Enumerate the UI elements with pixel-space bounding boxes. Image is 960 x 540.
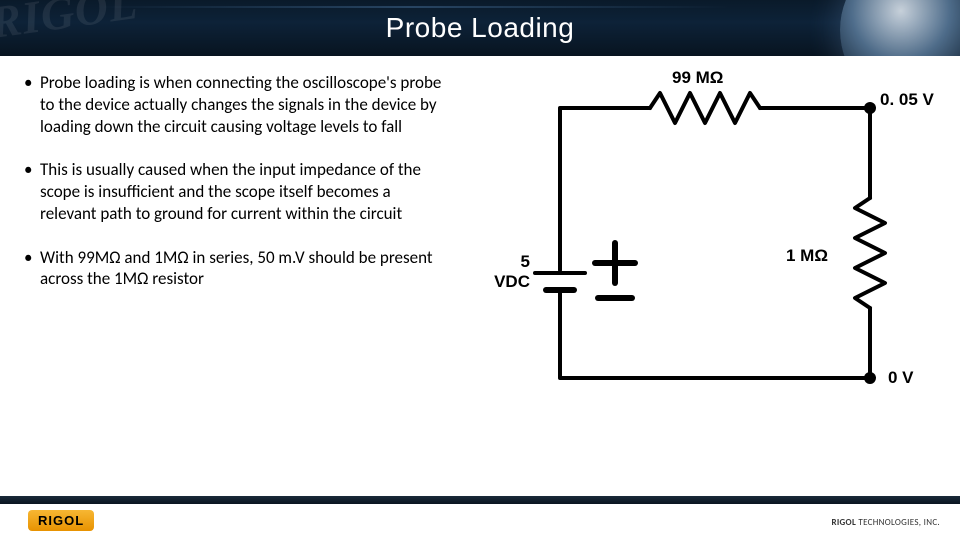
copyright: RIGOL TECHNOLOGIES, INC.: [831, 517, 940, 528]
bullet-text: This is usually caused when the input im…: [40, 159, 444, 224]
bullet-item: • Probe loading is when connecting the o…: [24, 72, 444, 137]
circuit-svg: [450, 68, 930, 408]
bullet-item: • With 99MΩ and 1MΩ in series, 50 m.V sh…: [24, 247, 444, 291]
label-v-bottom: 0 V: [888, 368, 914, 388]
header-accent-line: [96, 6, 730, 8]
bullet-marker: •: [24, 247, 40, 291]
bullet-marker: •: [24, 72, 40, 137]
bullet-list: • Probe loading is when connecting the o…: [24, 72, 444, 312]
label-v-top: 0. 05 V: [880, 90, 934, 110]
slide: RIGOL Probe Loading • Probe loading is w…: [0, 0, 960, 540]
footer: RIGOL RIGOL TECHNOLOGIES, INC.: [0, 504, 960, 540]
rigol-logo: RIGOL: [28, 510, 94, 531]
bullet-item: • This is usually caused when the input …: [24, 159, 444, 224]
footer-divider: [0, 496, 960, 504]
slide-title: Probe Loading: [0, 12, 960, 44]
copyright-suffix: TECHNOLOGIES, INC.: [856, 517, 940, 528]
copyright-brand: RIGOL: [831, 517, 856, 528]
node-top: [864, 102, 876, 114]
bullet-marker: •: [24, 159, 40, 224]
label-source: 5 VDC: [480, 252, 530, 292]
label-r1: 99 MΩ: [672, 68, 723, 88]
header-bar: RIGOL Probe Loading: [0, 0, 960, 56]
circuit-diagram: 99 MΩ 0. 05 V 1 MΩ 0 V 5 VDC: [450, 68, 930, 408]
label-r2: 1 MΩ: [786, 246, 828, 266]
bullet-text: Probe loading is when connecting the osc…: [40, 72, 444, 137]
node-bottom: [864, 372, 876, 384]
bullet-text: With 99MΩ and 1MΩ in series, 50 m.V shou…: [40, 247, 444, 291]
